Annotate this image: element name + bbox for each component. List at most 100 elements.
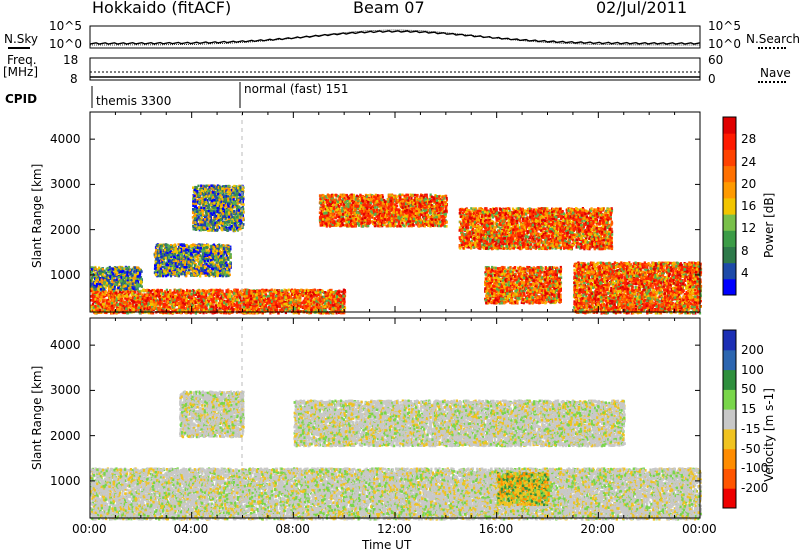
power-data-cell — [121, 308, 123, 311]
power-data-cell — [204, 306, 206, 309]
power-data-cell — [169, 290, 171, 293]
power-data-cell — [232, 309, 234, 312]
power-data-cell — [104, 293, 106, 296]
power-data-cell — [154, 303, 156, 306]
power-data-cell — [179, 301, 181, 304]
power-data-cell — [169, 297, 171, 300]
power-data-cell — [184, 303, 186, 306]
power-data-cell — [149, 306, 151, 309]
power-data-cell — [119, 303, 121, 306]
power-data-cell — [99, 295, 101, 298]
plot-canvas — [0, 0, 800, 554]
power-data-cell — [182, 292, 184, 295]
power-data-cell — [211, 308, 213, 311]
power-data-cell — [134, 291, 136, 294]
power-data-cell — [94, 298, 96, 301]
power-data-cell — [119, 296, 121, 299]
power-data-cell — [166, 298, 168, 301]
power-data-cell — [117, 308, 119, 311]
power-data-cell — [179, 298, 181, 301]
power-data-cell — [130, 271, 132, 274]
power-data-cell — [145, 297, 147, 300]
power-data-cell — [118, 276, 120, 279]
power-data-cell — [141, 270, 143, 273]
power-data-cell — [202, 296, 204, 299]
power-data-cell — [183, 296, 185, 299]
power-data-cell — [103, 305, 105, 308]
power-data-cell — [95, 274, 97, 277]
power-data-cell — [178, 305, 180, 308]
power-data-cell — [98, 267, 100, 270]
power-data-cell — [117, 281, 119, 284]
power-data-cell — [209, 302, 211, 305]
power-data-cell — [212, 291, 214, 294]
power-data-cell — [216, 295, 218, 298]
power-data-cell — [114, 268, 116, 271]
power-data-cell — [133, 301, 135, 304]
power-data-cell — [141, 303, 143, 306]
power-data-cell — [236, 290, 238, 293]
power-data-cell — [162, 293, 164, 296]
power-data-cell — [166, 293, 168, 296]
power-data-cell — [237, 299, 239, 302]
power-data-cell — [198, 304, 200, 307]
power-data-cell — [143, 308, 145, 311]
power-data-cell — [239, 307, 241, 310]
power-data-cell — [159, 303, 161, 306]
power-data-cell — [126, 273, 128, 276]
power-data-cell — [163, 303, 165, 306]
power-data-cell — [98, 288, 100, 291]
power-data-cell — [198, 290, 200, 293]
power-data-cell — [171, 294, 173, 297]
power-data-cell — [134, 297, 136, 300]
power-data-cell — [126, 295, 128, 298]
power-data-cell — [129, 309, 131, 312]
power-data-cell — [153, 301, 155, 304]
power-data-cell — [230, 307, 232, 310]
power-data-cell — [148, 289, 150, 292]
power-data-layer — [90, 184, 702, 314]
power-data-cell — [213, 294, 215, 297]
power-data-cell — [102, 273, 104, 276]
power-data-cell — [111, 284, 113, 287]
power-data-cell — [139, 274, 141, 277]
power-data-cell — [186, 292, 188, 295]
power-data-cell — [151, 300, 153, 303]
power-data-cell — [131, 307, 133, 310]
power-data-cell — [191, 293, 193, 296]
power-data-cell — [196, 305, 198, 308]
power-data-cell — [129, 302, 131, 305]
power-data-cell — [116, 304, 118, 307]
power-data-cell — [109, 270, 111, 273]
power-data-cell — [128, 299, 130, 302]
power-data-cell — [113, 294, 115, 297]
power-data-cell — [149, 297, 151, 300]
power-data-cell — [233, 292, 235, 295]
power-data-cell — [201, 306, 203, 309]
power-data-cell — [106, 274, 108, 277]
power-data-cell — [198, 294, 200, 297]
power-data-cell — [215, 302, 217, 305]
nsky-panel-frame — [90, 26, 700, 48]
power-data-cell — [96, 285, 98, 288]
power-data-cell — [90, 295, 92, 298]
power-data-cell — [187, 308, 189, 311]
power-data-cell — [119, 306, 121, 309]
power-data-cell — [201, 292, 203, 295]
power-data-cell — [104, 309, 106, 312]
power-data-cell — [223, 301, 225, 304]
power-data-cell — [160, 289, 162, 292]
power-data-cell — [209, 295, 211, 298]
power-data-cell — [189, 290, 191, 293]
power-data-cell — [181, 309, 183, 312]
power-data-cell — [134, 270, 136, 273]
power-data-cell — [135, 294, 137, 297]
power-data-cell — [234, 304, 236, 307]
power-data-cell — [106, 282, 108, 285]
power-data-cell — [158, 308, 160, 311]
power-data-cell — [109, 288, 111, 291]
power-data-cell — [114, 287, 116, 290]
power-data-cell — [167, 300, 169, 303]
power-data-cell — [144, 303, 146, 306]
power-data-cell — [166, 304, 168, 307]
